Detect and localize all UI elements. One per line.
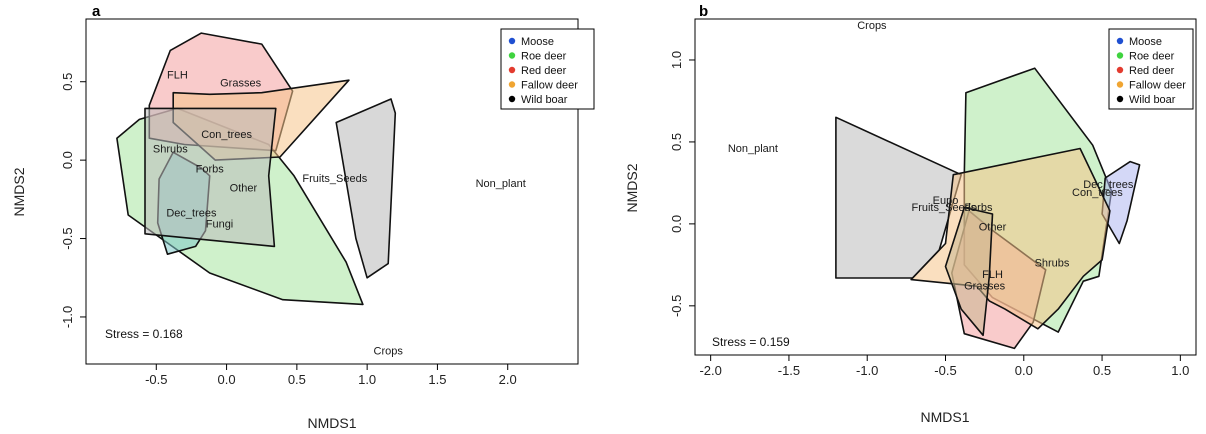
panel-a-food-label-dec-trees: Dec_trees [166, 208, 217, 220]
panel-a-x-axis: -0.5 0.0 0.5 1.0 1.5 2.0 [145, 363, 517, 387]
panel-a-legend-dot-fallow-deer [508, 81, 516, 88]
panel-a-food-label-con-trees: Con_trees [201, 129, 252, 141]
panel-b-letter: b [699, 3, 708, 20]
panel-b-legend-label-wild-boar: Wild boar [1129, 94, 1176, 106]
panel-b-hull-wild-boar-5 [944, 206, 994, 337]
panel-a-y-tick-label-1: -0.5 [60, 227, 75, 249]
panel-b-legend-dot-roe-deer [1116, 52, 1124, 59]
panel-b-legend-label-fallow-deer: Fallow deer [1129, 80, 1186, 92]
panel-a-hull-wild-boar-5 [335, 98, 397, 279]
panel-a-x-tick-label-3: 1.0 [358, 372, 376, 387]
panel-b-stress: Stress = 0.159 [712, 335, 790, 349]
panel-b-legend: Moose Roe deer Red deer Fallow deer Wild boa… [1108, 28, 1194, 110]
panel-a-food-label-fruits-seeds: Fruits_Seeds [302, 173, 367, 185]
panel-b-x-tick-label-1: -1.5 [778, 363, 800, 378]
panel-a-food-label-fungi: Fungi [206, 219, 234, 231]
panel-b-food-label-con-trees: Con_trees [1072, 187, 1123, 199]
panel-a-food-label-other: Other [230, 183, 258, 195]
panel-b-hull-moose-1 [1101, 160, 1141, 245]
panel-b-food-label-shrubs: Shrubs [1035, 258, 1070, 270]
panel-a-legend-label-wild-boar: Wild boar [521, 94, 568, 106]
panel-a-legend-dot-moose [508, 37, 516, 45]
panel-b-x-tick-label-2: -1.0 [856, 363, 878, 378]
panel-b-legend-label-red-deer: Red deer [1129, 65, 1175, 77]
panel-a-x-tick-label-2: 0.5 [288, 372, 306, 387]
panel-b-food-label-eupo: Eupo [933, 195, 959, 207]
panel-a-food-label-shrubs: Shrubs [153, 143, 188, 155]
panel-a-y-tick-label-3: 0.5 [60, 73, 75, 91]
panel-b-food-label-other: Other [979, 221, 1007, 233]
panel-a-hulls [116, 32, 397, 306]
panel-b-legend-dot-moose [1116, 37, 1124, 45]
panel-b-x-axis-title: NMDS1 [920, 409, 969, 425]
panel-b-legend-label-roe-deer: Roe deer [1129, 51, 1175, 63]
panel-a-letter: a [92, 3, 101, 20]
panel-b-food-label-flh: FLH [982, 269, 1003, 281]
panel-a-food-label-forbs: Forbs [196, 164, 225, 176]
panel-a-food-label-crops: Crops [374, 346, 404, 358]
panel-b-food-label-forbs: Forbs [964, 202, 993, 214]
panel-a-x-tick-label-0: -0.5 [145, 372, 167, 387]
panel-a-y-tick-label-0: -1.0 [60, 306, 75, 328]
panel-a-legend: Moose Roe deer Red deer Fallow deer Wild boa… [500, 28, 595, 110]
panel-b-legend-dot-fallow-deer [1116, 81, 1124, 88]
panel-b-food-label-fruits-seeds: Fruits_Seeds [911, 202, 976, 214]
panel-a-x-tick-label-4: 1.5 [428, 372, 446, 387]
panel-a-hull-wild-boar-4 [144, 107, 277, 248]
panel-b-legend-dot-red-deer [1116, 66, 1124, 74]
panel-a-y-axis-title: NMDS2 [11, 167, 27, 216]
panel-b-y-tick-label-3: 1.0 [669, 51, 684, 69]
panel-a-food-label-non-plant: Non_plant [476, 178, 526, 190]
panel-a-legend-label-roe-deer: Roe deer [521, 51, 567, 63]
panel-b-y-axis-title: NMDS2 [624, 163, 640, 212]
panel-b-x-tick-label-4: 0.0 [1015, 363, 1033, 378]
panel-a-y-tick-label-2: 0.0 [60, 151, 75, 169]
panel-a-legend-box [500, 28, 595, 110]
panel-b-food-label-non-plant: Non_plant [728, 143, 778, 155]
panel-a-legend-dot-red-deer [508, 66, 516, 74]
panel-b-hulls [835, 67, 1141, 350]
panel-a-x-axis-title: NMDS1 [307, 415, 356, 431]
panel-b-x-tick-label-3: -0.5 [934, 363, 956, 378]
panel-a-legend-dot-wild-boar [508, 95, 516, 103]
panel-b-x-axis: -2.0 -1.5 -1.0 -0.5 0.0 0.5 1.0 [699, 354, 1189, 378]
panel-b-legend-label-moose: Moose [1129, 36, 1162, 48]
panel-a-legend-dot-roe-deer [508, 52, 516, 59]
panel-a-stress: Stress = 0.168 [105, 327, 183, 341]
panel-a-x-tick-label-1: 0.0 [218, 372, 236, 387]
panel-a-x-tick-label-5: 2.0 [499, 372, 517, 387]
panel-b-food-label-dec-trees: Dec_trees [1083, 179, 1134, 191]
panel-b-x-tick-label-0: -2.0 [699, 363, 721, 378]
panel-b-y-axis: -0.5 0.0 0.5 1.0 [669, 51, 696, 317]
panel-b-y-tick-label-1: 0.0 [669, 215, 684, 233]
panel-a-food-label-grasses: Grasses [220, 77, 261, 89]
panel-a: a FLH Grasses Con_trees Shrubs Forbs Other Fru… [11, 3, 595, 431]
panel-a-food-labels: FLH Grasses Con_trees Shrubs Forbs Other Fruit… [153, 70, 526, 358]
panel-b-food-label-grasses: Grasses [964, 280, 1005, 292]
panel-a-legend-label-red-deer: Red deer [521, 65, 567, 77]
panel-b-x-tick-label-5: 0.5 [1093, 363, 1111, 378]
panel-a-food-label-flh: FLH [167, 70, 188, 82]
panel-a-legend-label-moose: Moose [521, 36, 554, 48]
panel-b-food-label-crops: Crops [857, 20, 887, 32]
panel-a-y-axis: -1.0 -0.5 0.0 0.5 [60, 73, 87, 328]
panel-a-legend-label-fallow-deer: Fallow deer [521, 80, 578, 92]
panel-b-y-tick-label-0: -0.5 [669, 295, 684, 317]
panel-b-y-tick-label-2: 0.5 [669, 133, 684, 151]
panel-b-x-tick-label-6: 1.0 [1171, 363, 1189, 378]
panel-b-legend-dot-wild-boar [1116, 95, 1124, 103]
